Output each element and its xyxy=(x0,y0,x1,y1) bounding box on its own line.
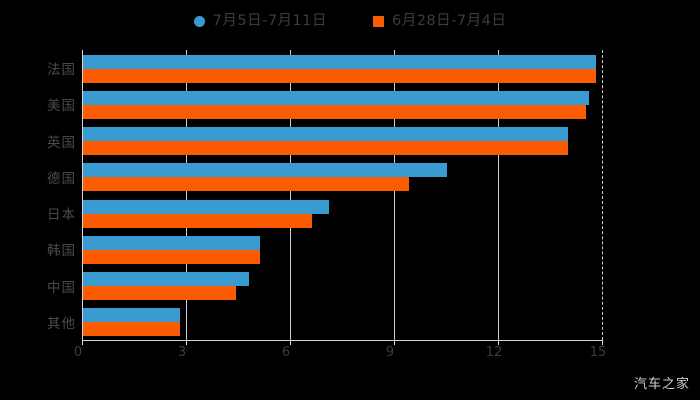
bar-series-2[interactable] xyxy=(83,177,409,192)
bar-series-2[interactable] xyxy=(83,213,312,228)
y-axis-category-label: 中国 xyxy=(47,279,76,296)
x-axis-tick xyxy=(602,340,603,345)
bar-series-1[interactable] xyxy=(83,163,447,178)
gridline xyxy=(186,50,187,340)
legend-entry-series-2[interactable]: 6月28日-7月4日 xyxy=(373,14,506,29)
x-axis-tick-label: 6 xyxy=(281,345,291,360)
y-axis-category-label: 英国 xyxy=(47,134,76,151)
bar-series-2[interactable] xyxy=(83,322,181,337)
legend-marker-square-icon xyxy=(373,15,384,27)
x-axis-line xyxy=(82,340,603,341)
bar-series-1[interactable] xyxy=(83,54,597,69)
bar-series-2[interactable] xyxy=(83,141,569,156)
watermark: 汽车之家 xyxy=(633,377,690,392)
legend-label-series-2: 6月28日-7月4日 xyxy=(392,12,507,29)
bar-series-2[interactable] xyxy=(83,104,586,119)
chart-legend: 7月5日-7月11日 6月28日-7月4日 xyxy=(0,10,700,32)
x-axis-tick-label: 0 xyxy=(73,345,83,360)
bar-series-1[interactable] xyxy=(83,272,250,287)
bar-series-2[interactable] xyxy=(83,68,597,83)
legend-entry-series-1[interactable]: 7月5日-7月11日 xyxy=(193,12,327,29)
legend-marker-circle-icon xyxy=(193,15,205,27)
y-axis-category-label: 德国 xyxy=(47,170,76,187)
x-axis-tick-label: 15 xyxy=(589,345,607,360)
bar-series-1[interactable] xyxy=(83,127,569,142)
bar-series-1[interactable] xyxy=(83,90,590,105)
bar-series-1[interactable] xyxy=(83,199,330,214)
x-axis-tick xyxy=(394,340,395,345)
gridline xyxy=(394,50,395,340)
gridline xyxy=(290,50,291,340)
x-axis-tick xyxy=(290,340,291,345)
x-axis-tick-label: 3 xyxy=(177,345,187,360)
x-axis-tick xyxy=(498,340,499,345)
bar-series-2[interactable] xyxy=(83,286,236,301)
x-axis-tick xyxy=(82,340,83,345)
y-axis-category-label: 其他 xyxy=(47,315,76,332)
bar-series-1[interactable] xyxy=(83,308,181,323)
y-axis-category-label: 美国 xyxy=(47,98,76,115)
x-axis-tick-label: 9 xyxy=(385,345,395,360)
legend-label-series-1: 7月5日-7月11日 xyxy=(212,12,327,29)
gridline xyxy=(498,50,499,340)
bar-series-1[interactable] xyxy=(83,235,260,250)
y-axis-category-label: 日本 xyxy=(47,207,76,224)
y-axis-category-label: 法国 xyxy=(47,62,76,79)
x-axis-tick-label: 12 xyxy=(485,345,503,360)
bar-series-2[interactable] xyxy=(83,249,260,264)
y-axis-line xyxy=(82,50,83,340)
y-axis-category-label: 韩国 xyxy=(47,243,76,260)
gridline xyxy=(602,50,603,340)
x-axis-tick xyxy=(186,340,187,345)
